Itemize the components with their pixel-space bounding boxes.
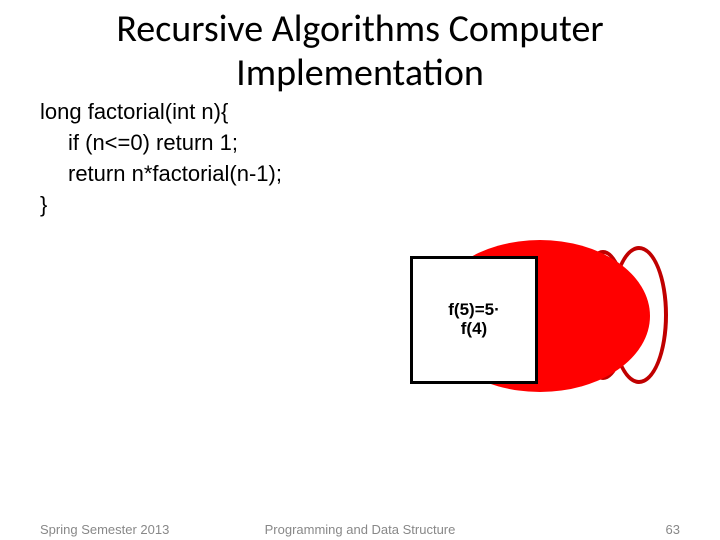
code-line-2: if (n<=0) return 1;: [40, 128, 720, 159]
code-block: long factorial(int n){ if (n<=0) return …: [0, 95, 720, 220]
code-line-4: }: [40, 192, 47, 217]
footer-page-number: 63: [666, 522, 680, 537]
code-line-3: return n*factorial(n-1);: [40, 159, 720, 190]
recursion-diagram: f(5)=5· f(4): [420, 260, 680, 420]
title-line-2: Implementation: [236, 50, 484, 96]
call-frame-box: f(5)=5· f(4): [410, 256, 538, 384]
title-line-1: Recursive Algorithms Computer: [116, 6, 603, 52]
footer-center: Programming and Data Structure: [0, 522, 720, 537]
box-line-2: f(4): [461, 320, 487, 339]
box-line-1: f(5)=5·: [448, 301, 499, 320]
slide-title: Recursive Algorithms Computer Implementa…: [0, 0, 720, 95]
code-line-1: long factorial(int n){: [40, 99, 228, 124]
